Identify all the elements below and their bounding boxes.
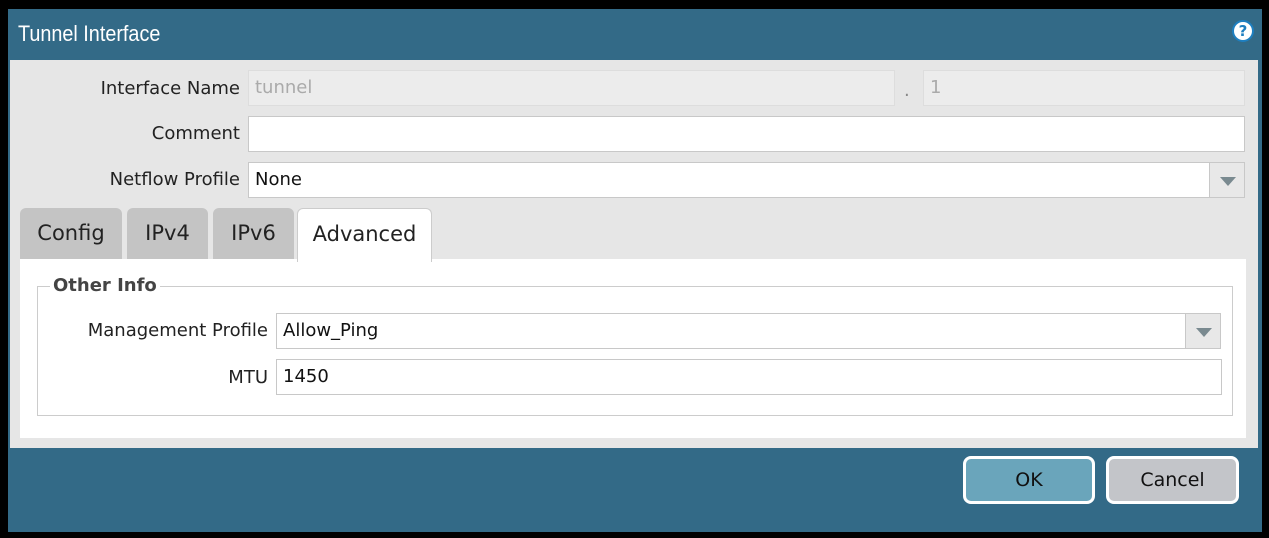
interface-name-input[interactable]: tunnel [248,70,895,106]
interface-suffix-input[interactable]: 1 [923,70,1245,106]
dialog-body: Interface Name tunnel . 1 Comment Netflo… [10,60,1258,448]
tab-ipv6[interactable]: IPv6 [213,208,294,260]
tab-advanced[interactable]: Advanced [297,208,432,262]
tab-config[interactable]: Config [20,208,122,260]
tab-ipv4[interactable]: IPv4 [127,208,208,260]
section-title: Other Info [50,275,160,296]
netflow-profile-select[interactable]: None [248,162,1210,198]
management-profile-label: Management Profile [87,320,268,341]
management-profile-select[interactable]: Allow_Ping [276,313,1186,349]
help-icon[interactable]: ? [1232,20,1254,42]
comment-input[interactable] [248,116,1245,152]
mtu-label: MTU [228,367,268,388]
cancel-button[interactable]: Cancel [1106,456,1239,504]
chevron-down-icon[interactable] [1209,162,1245,198]
comment-label: Comment [151,123,240,144]
ok-button[interactable]: OK [963,456,1095,504]
netflow-profile-label: Netflow Profile [109,169,240,190]
tunnel-interface-dialog: Tunnel Interface ? Interface Name tunnel… [8,9,1262,532]
interface-separator: . [904,80,910,101]
other-info-section: Other Info Management Profile Allow_Ping… [37,275,1233,416]
advanced-panel: Other Info Management Profile Allow_Ping… [20,259,1246,438]
chevron-down-icon[interactable] [1185,313,1221,349]
interface-name-label: Interface Name [100,78,240,99]
mtu-input[interactable]: 1450 [276,359,1222,395]
dialog-title: Tunnel Interface [18,21,161,46]
